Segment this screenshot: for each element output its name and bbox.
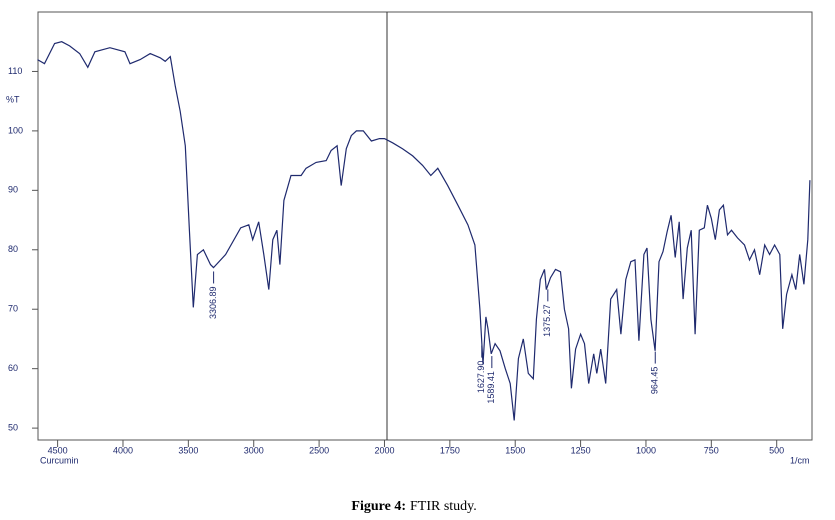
x-tick-label: 2500 <box>309 445 329 455</box>
plot-frame <box>37 11 813 441</box>
x-tick-label: 1000 <box>636 445 656 455</box>
x-tick-label: 750 <box>704 445 719 455</box>
x-tick-label: 1750 <box>440 445 460 455</box>
x-tick-label: 1500 <box>505 445 525 455</box>
sample-label: Curcumin <box>40 455 79 465</box>
x-tick-label: 500 <box>769 445 784 455</box>
x-tick-label: 3500 <box>178 445 198 455</box>
caption-label: Figure 4: <box>351 499 406 514</box>
peak-label: 1375.27 <box>542 304 552 337</box>
y-axis-label: %T <box>6 94 20 104</box>
peak-label: 1627.90 <box>476 361 486 394</box>
spectrum-line <box>37 41 811 421</box>
caption-text: FTIR study. <box>410 499 477 514</box>
y-tick-label: 80 <box>8 244 18 254</box>
x-tick-label: 1250 <box>571 445 591 455</box>
peak-label: 1589.41 <box>486 371 496 404</box>
x-axis-label: 1/cm <box>790 455 810 465</box>
x-tick-label: 2000 <box>374 445 394 455</box>
x-tick-label: 3000 <box>244 445 264 455</box>
peak-label: 964.45 <box>650 367 660 395</box>
y-tick-label: 90 <box>8 185 18 195</box>
y-tick-label: 60 <box>8 363 18 373</box>
y-tick-label: 100 <box>8 125 23 135</box>
y-tick-label: 70 <box>8 304 18 314</box>
x-tick-label: 4500 <box>48 445 68 455</box>
y-tick-label: 110 <box>8 66 22 76</box>
x-tick-label: 4000 <box>113 445 133 455</box>
peak-label: 3306.89 <box>208 286 218 319</box>
y-tick-label: 50 <box>8 422 18 432</box>
